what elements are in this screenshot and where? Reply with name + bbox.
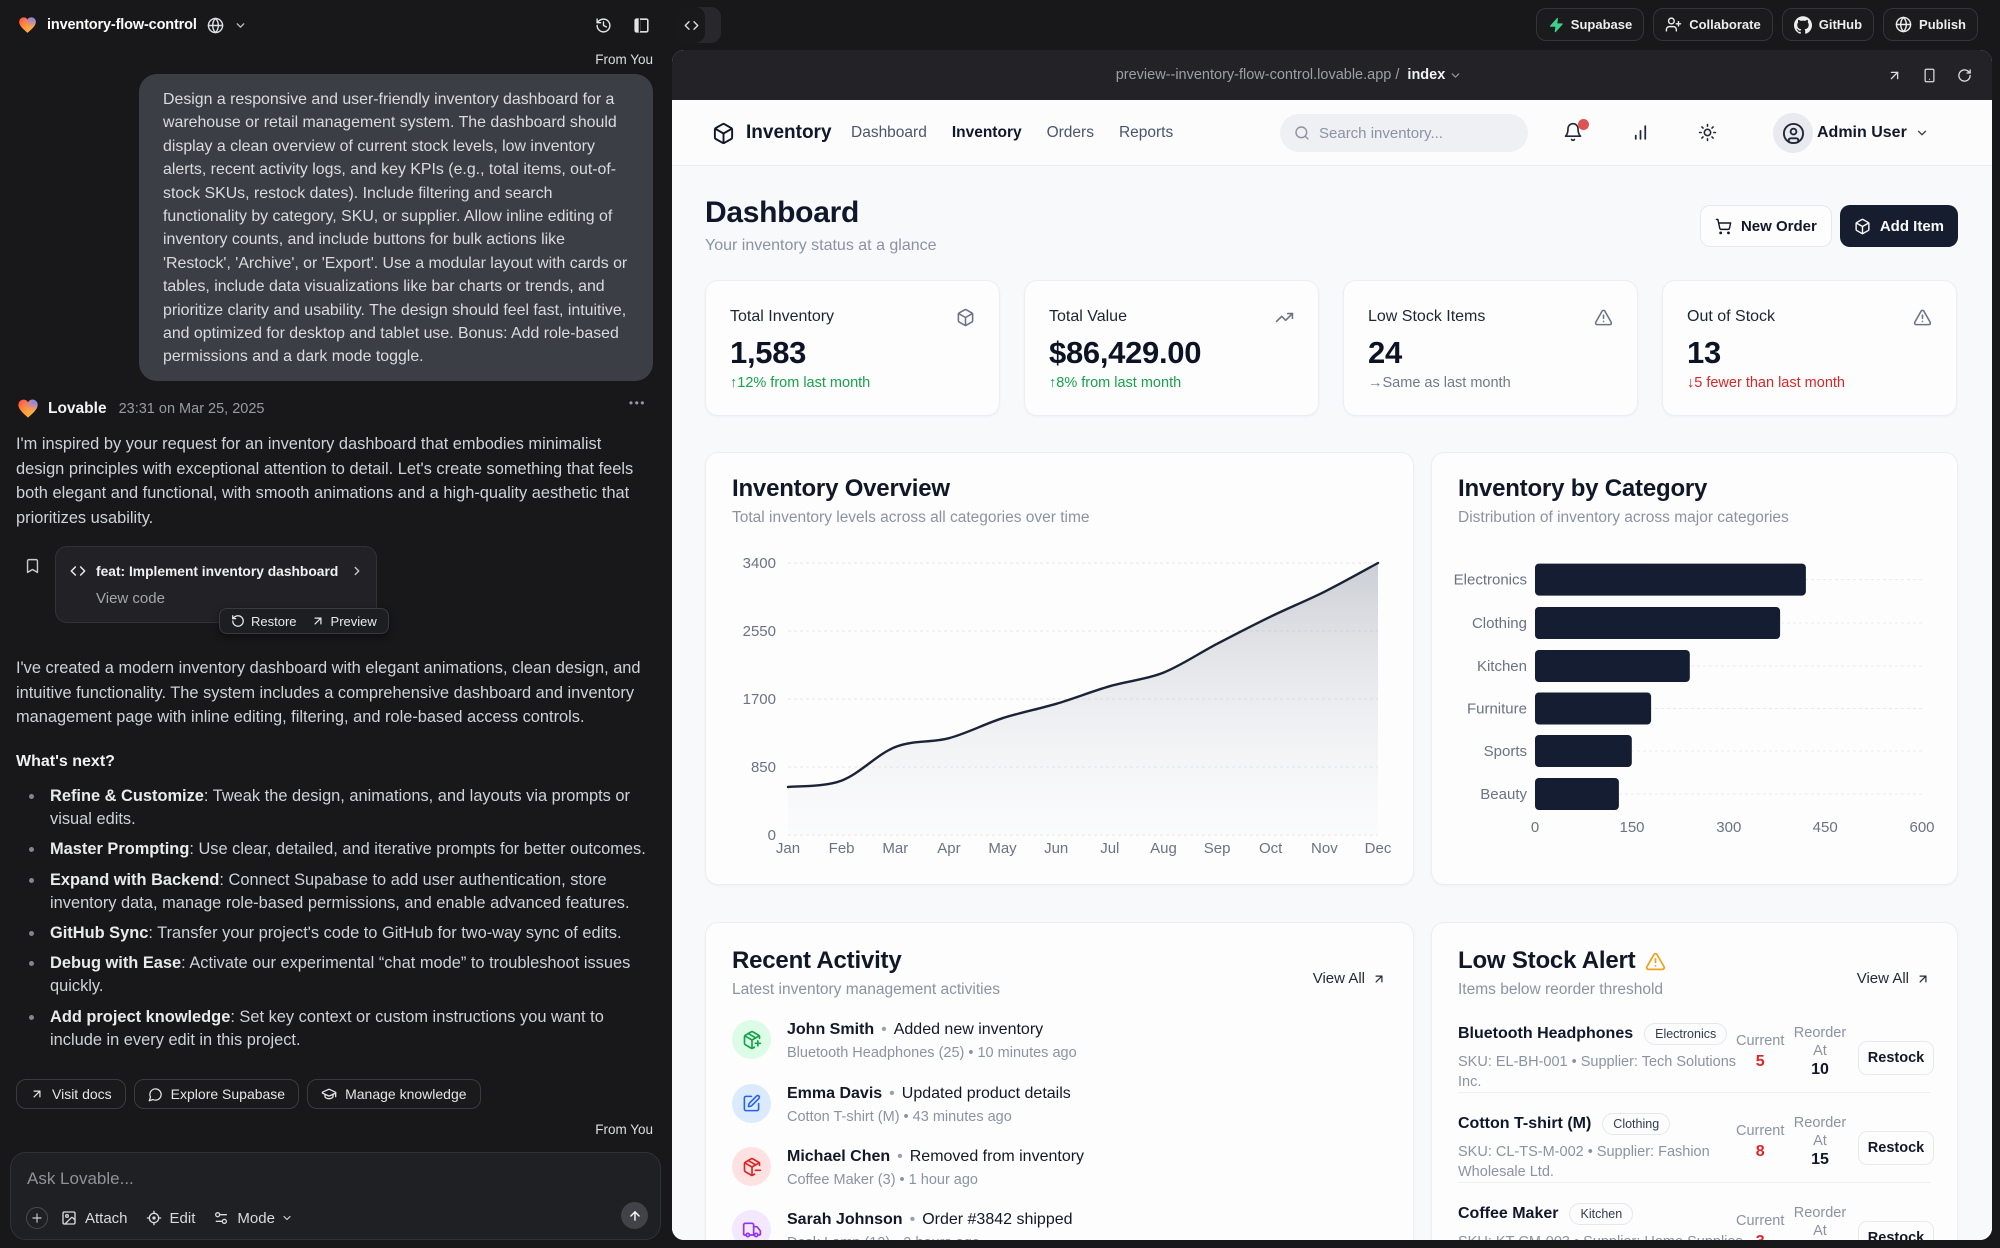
- svg-text:Kitchen: Kitchen: [1477, 658, 1527, 675]
- svg-text:850: 850: [751, 759, 776, 776]
- svg-text:1700: 1700: [743, 691, 776, 708]
- svg-text:Nov: Nov: [1311, 840, 1338, 857]
- svg-text:Jun: Jun: [1044, 840, 1068, 857]
- svg-text:0: 0: [1531, 819, 1539, 836]
- svg-text:Dec: Dec: [1365, 840, 1392, 857]
- svg-text:May: May: [988, 840, 1017, 857]
- svg-text:Jan: Jan: [776, 840, 800, 857]
- svg-text:Aug: Aug: [1150, 840, 1177, 857]
- svg-text:Apr: Apr: [937, 840, 960, 857]
- svg-text:Jul: Jul: [1100, 840, 1119, 857]
- svg-text:Mar: Mar: [882, 840, 908, 857]
- svg-text:Feb: Feb: [829, 840, 855, 857]
- svg-text:Clothing: Clothing: [1472, 615, 1527, 632]
- svg-text:Electronics: Electronics: [1454, 572, 1527, 589]
- svg-text:300: 300: [1716, 819, 1741, 836]
- svg-text:3400: 3400: [743, 555, 776, 572]
- svg-text:Beauty: Beauty: [1480, 786, 1527, 803]
- svg-text:0: 0: [768, 827, 776, 844]
- svg-text:450: 450: [1813, 819, 1838, 836]
- svg-text:Furniture: Furniture: [1467, 701, 1527, 718]
- svg-text:2550: 2550: [743, 623, 776, 640]
- svg-text:Sports: Sports: [1484, 743, 1527, 760]
- svg-text:Oct: Oct: [1259, 840, 1283, 857]
- svg-text:Sep: Sep: [1204, 840, 1231, 857]
- svg-text:600: 600: [1909, 819, 1934, 836]
- svg-text:150: 150: [1619, 819, 1644, 836]
